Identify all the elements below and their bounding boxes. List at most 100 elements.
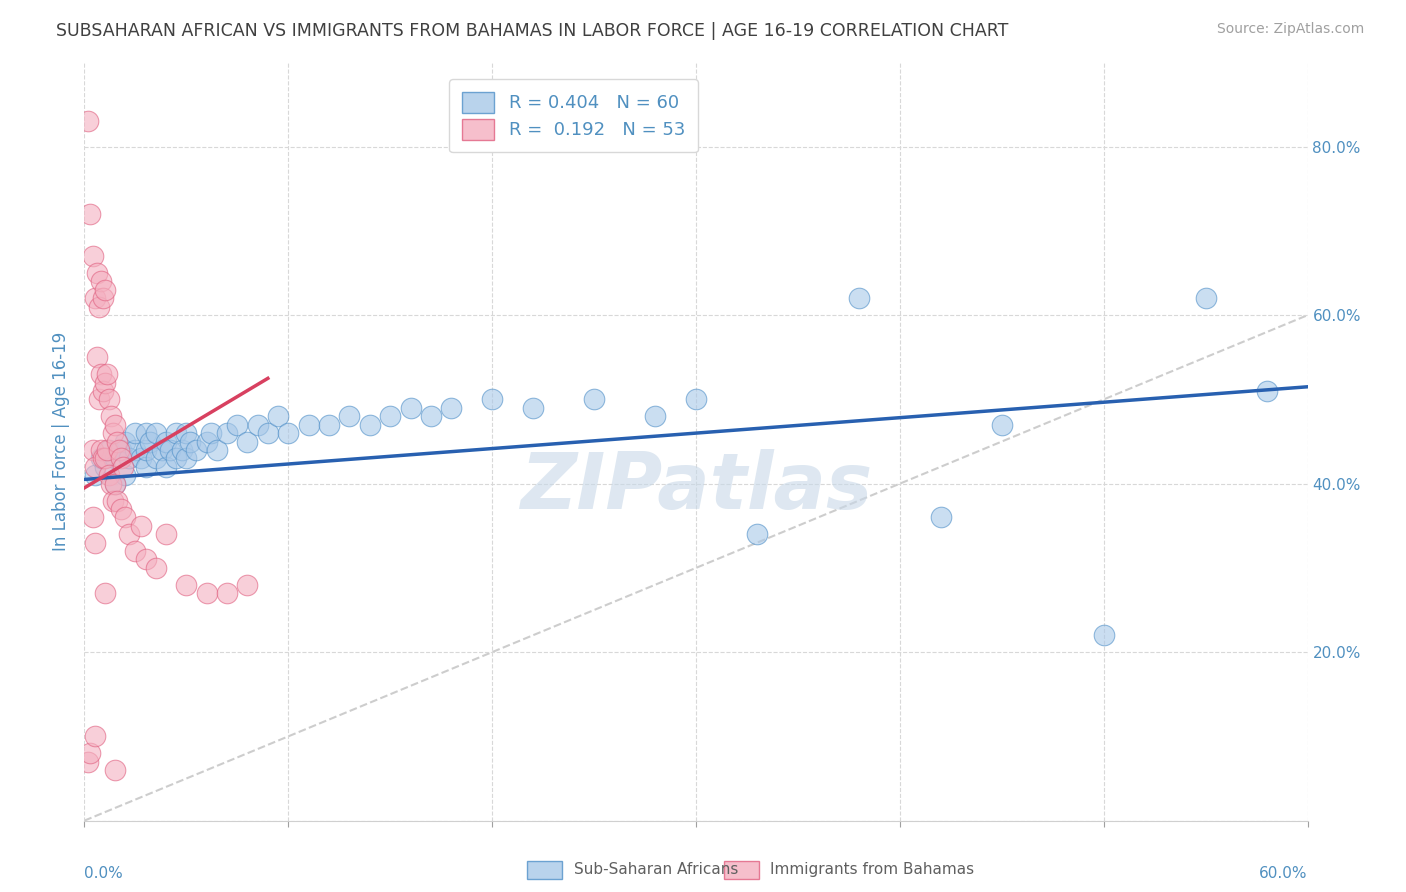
Point: [217, 426, 239, 441]
Point: [124, 544, 146, 558]
Point: [131, 451, 153, 466]
Point: [155, 527, 177, 541]
Point: [174, 451, 197, 466]
Point: [96, 367, 118, 381]
Point: [82, 510, 104, 524]
Point: [83, 730, 105, 744]
Point: [298, 417, 321, 432]
Point: [90, 275, 112, 289]
Point: [236, 434, 259, 449]
Point: [97, 468, 120, 483]
Point: [114, 468, 136, 483]
Point: [155, 434, 177, 449]
Point: [86, 266, 108, 280]
Point: [174, 578, 197, 592]
Point: [420, 409, 443, 424]
Point: [155, 459, 177, 474]
Point: [101, 426, 124, 441]
Point: [440, 401, 463, 415]
Point: [83, 459, 105, 474]
Point: [929, 510, 952, 524]
Point: [339, 409, 361, 424]
Point: [179, 434, 201, 449]
Point: [172, 442, 194, 457]
Point: [87, 300, 110, 314]
Point: [114, 510, 136, 524]
Point: [380, 409, 402, 424]
Point: [97, 392, 120, 407]
Point: [93, 459, 115, 474]
Point: [848, 291, 870, 305]
Point: [481, 392, 503, 407]
Point: [145, 426, 167, 441]
Point: [145, 451, 167, 466]
Point: [1195, 291, 1218, 305]
Point: [110, 451, 132, 466]
Point: [79, 207, 101, 221]
Point: [399, 401, 422, 415]
Point: [118, 527, 141, 541]
Point: [145, 561, 167, 575]
Point: [195, 586, 218, 600]
Point: [165, 451, 187, 466]
Point: [110, 502, 132, 516]
Point: [246, 417, 269, 432]
Point: [135, 552, 157, 566]
Point: [124, 426, 146, 441]
Point: [87, 392, 110, 407]
Point: [100, 409, 122, 424]
Point: [90, 367, 112, 381]
Point: [644, 409, 666, 424]
Point: [104, 763, 127, 777]
Point: [165, 426, 187, 441]
Point: [135, 426, 157, 441]
Y-axis label: In Labor Force | Age 16-19: In Labor Force | Age 16-19: [52, 332, 70, 551]
Point: [104, 476, 127, 491]
Point: [1256, 384, 1278, 398]
Point: [91, 451, 114, 466]
Point: [96, 442, 118, 457]
Point: [83, 291, 105, 305]
Point: [267, 409, 290, 424]
Point: [685, 392, 707, 407]
Point: [86, 351, 108, 365]
Text: 60.0%: 60.0%: [1260, 866, 1308, 881]
Point: [174, 426, 197, 441]
Point: [131, 518, 153, 533]
Point: [91, 291, 114, 305]
Point: [93, 283, 115, 297]
Point: [101, 493, 124, 508]
Point: [104, 476, 127, 491]
Point: [135, 459, 157, 474]
Point: [114, 434, 136, 449]
Point: [991, 417, 1014, 432]
Point: [159, 442, 181, 457]
Point: [100, 476, 122, 491]
Point: [97, 442, 120, 457]
Text: SUBSAHARAN AFRICAN VS IMMIGRANTS FROM BAHAMAS IN LABOR FORCE | AGE 16-19 CORRELA: SUBSAHARAN AFRICAN VS IMMIGRANTS FROM BA…: [56, 22, 1008, 40]
Point: [108, 442, 131, 457]
Point: [77, 755, 100, 769]
Text: 0.0%: 0.0%: [84, 866, 124, 881]
Point: [186, 442, 208, 457]
Point: [77, 114, 100, 128]
Point: [318, 417, 340, 432]
Point: [205, 442, 228, 457]
Text: ZIPatlas: ZIPatlas: [520, 449, 872, 525]
Point: [226, 417, 249, 432]
Point: [112, 459, 135, 474]
Legend: R = 0.404   N = 60, R =  0.192   N = 53: R = 0.404 N = 60, R = 0.192 N = 53: [450, 79, 697, 153]
Point: [359, 417, 381, 432]
Point: [195, 434, 218, 449]
Point: [82, 249, 104, 263]
Point: [93, 451, 115, 466]
Point: [104, 451, 127, 466]
Point: [91, 384, 114, 398]
Text: Sub-Saharan Africans: Sub-Saharan Africans: [574, 863, 738, 877]
Point: [138, 434, 160, 449]
Point: [90, 442, 112, 457]
Text: Immigrants from Bahamas: Immigrants from Bahamas: [770, 863, 974, 877]
Point: [118, 451, 141, 466]
Point: [90, 451, 112, 466]
Point: [236, 578, 259, 592]
